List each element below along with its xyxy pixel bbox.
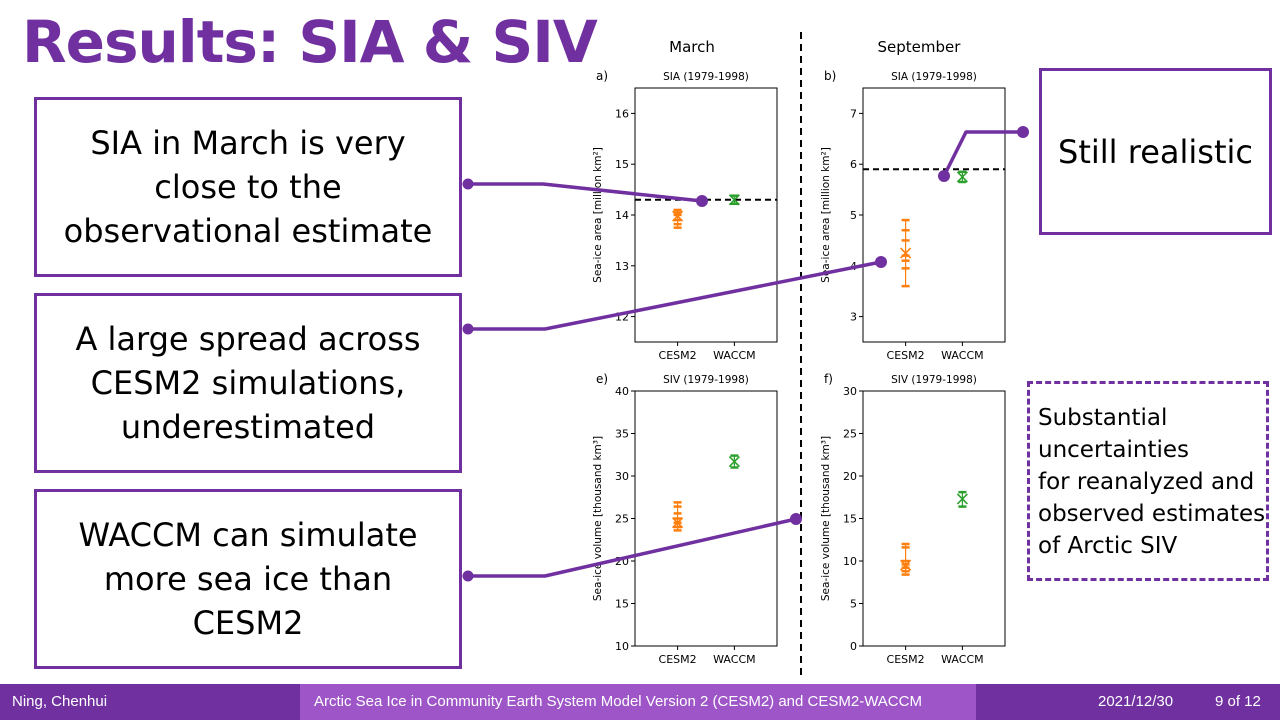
y-tick-label: 4 xyxy=(850,260,857,273)
footer-bar: Ning, Chenhui Arctic Sea Ice in Communit… xyxy=(0,684,1280,720)
y-tick-label: 25 xyxy=(615,513,629,526)
callout-sia-march: SIA in March is very close to the observ… xyxy=(34,97,462,277)
ensemble-mean-marker xyxy=(900,559,912,571)
x-tick-label: WACCM xyxy=(941,653,983,666)
y-tick-label: 13 xyxy=(615,260,629,273)
y-axis-label: Sea-ice area [million km²] xyxy=(820,147,832,283)
y-tick-label: 14 xyxy=(615,209,629,222)
x-tick-label: WACCM xyxy=(713,653,755,666)
callout-cesm2-spread: A large spread across CESM2 simulations,… xyxy=(34,293,462,473)
y-axis-label: Sea-ice volume [thousand km³] xyxy=(820,436,832,601)
panel-label: e) xyxy=(596,372,608,386)
y-tick-label: 15 xyxy=(615,158,629,171)
plot-frame xyxy=(634,87,778,343)
y-tick-label: 10 xyxy=(843,555,857,568)
x-tick-label: CESM2 xyxy=(887,653,925,666)
y-tick-label: 30 xyxy=(615,470,629,483)
panel-title: SIA (1979-1998) xyxy=(891,71,977,83)
y-tick-label: 20 xyxy=(615,555,629,568)
ensemble-mean-marker xyxy=(728,194,740,206)
y-tick-label: 25 xyxy=(843,428,857,441)
note-line: for reanalyzed and xyxy=(1038,469,1255,495)
footer-date: 2021/12/30 xyxy=(1098,693,1174,710)
ensemble-mean-marker xyxy=(728,455,740,468)
panel-label: a) xyxy=(596,69,608,83)
column-header-march: March xyxy=(669,38,715,56)
callout-line: SIA in March is very xyxy=(90,124,406,162)
slide-title: Results: SIA & SIV xyxy=(22,8,598,76)
x-tick-label: CESM2 xyxy=(659,349,697,362)
y-tick-label: 12 xyxy=(615,311,629,324)
x-tick-label: CESM2 xyxy=(887,349,925,362)
y-tick-label: 3 xyxy=(850,311,857,324)
y-tick-label: 0 xyxy=(850,640,857,653)
y-tick-label: 5 xyxy=(850,598,857,611)
note-siv-uncertainty: Substantial uncertainties for reanalyzed… xyxy=(1027,381,1269,581)
footer-author: Ning, Chenhui xyxy=(12,693,108,710)
callout-line: WACCM can simulate xyxy=(78,516,418,554)
note-line: uncertainties xyxy=(1038,437,1190,463)
panel-title: SIA (1979-1998) xyxy=(663,71,749,83)
y-tick-label: 15 xyxy=(843,513,857,526)
panel-label: b) xyxy=(824,69,836,83)
ensemble-mean-marker xyxy=(672,210,684,222)
callout-still-realistic: Still realistic xyxy=(1039,68,1272,235)
note-line: Substantial xyxy=(1038,405,1168,431)
plot-frame xyxy=(862,87,1006,343)
x-tick-label: CESM2 xyxy=(659,653,697,666)
panel-title: SIV (1979-1998) xyxy=(891,374,977,386)
x-tick-label: WACCM xyxy=(713,349,755,362)
callout-line: Still realistic xyxy=(1058,132,1253,171)
y-tick-label: 6 xyxy=(850,158,857,171)
note-line: observed estimates xyxy=(1038,501,1266,527)
footer-talk-title: Arctic Sea Ice in Community Earth System… xyxy=(300,684,976,720)
callout-waccm-more-ice: WACCM can simulate more sea ice than CES… xyxy=(34,489,462,669)
panel-label: f) xyxy=(824,372,833,386)
y-tick-label: 40 xyxy=(615,385,629,398)
callout-line: close to the xyxy=(154,168,342,206)
y-tick-label: 35 xyxy=(615,428,629,441)
y-tick-label: 5 xyxy=(850,209,857,222)
ensemble-mean-marker xyxy=(900,247,912,259)
x-tick-label: WACCM xyxy=(941,349,983,362)
y-tick-label: 7 xyxy=(850,107,857,120)
ensemble-mean-marker xyxy=(956,493,968,505)
y-tick-label: 16 xyxy=(615,107,629,120)
footer-page: 9 of 12 xyxy=(1215,693,1261,710)
note-line: of Arctic SIV xyxy=(1038,533,1178,559)
callout-line: CESM2 xyxy=(192,604,304,642)
y-tick-label: 30 xyxy=(843,385,857,398)
y-tick-label: 20 xyxy=(843,470,857,483)
plot-frame xyxy=(862,390,1006,647)
y-tick-label: 10 xyxy=(615,640,629,653)
callout-line: more sea ice than xyxy=(103,560,393,598)
y-tick-label: 15 xyxy=(615,598,629,611)
callout-line: observational estimate xyxy=(63,212,433,250)
callout-line: CESM2 simulations, xyxy=(90,364,406,402)
panel-title: SIV (1979-1998) xyxy=(663,374,749,386)
callout-line: A large spread across xyxy=(75,320,421,358)
column-header-september: September xyxy=(878,38,962,56)
y-axis-label: Sea-ice volume [thousand km³] xyxy=(592,436,604,601)
callout-line: underestimated xyxy=(120,408,376,446)
plot-frame xyxy=(634,390,778,647)
y-axis-label: Sea-ice area [million km²] xyxy=(592,147,604,283)
